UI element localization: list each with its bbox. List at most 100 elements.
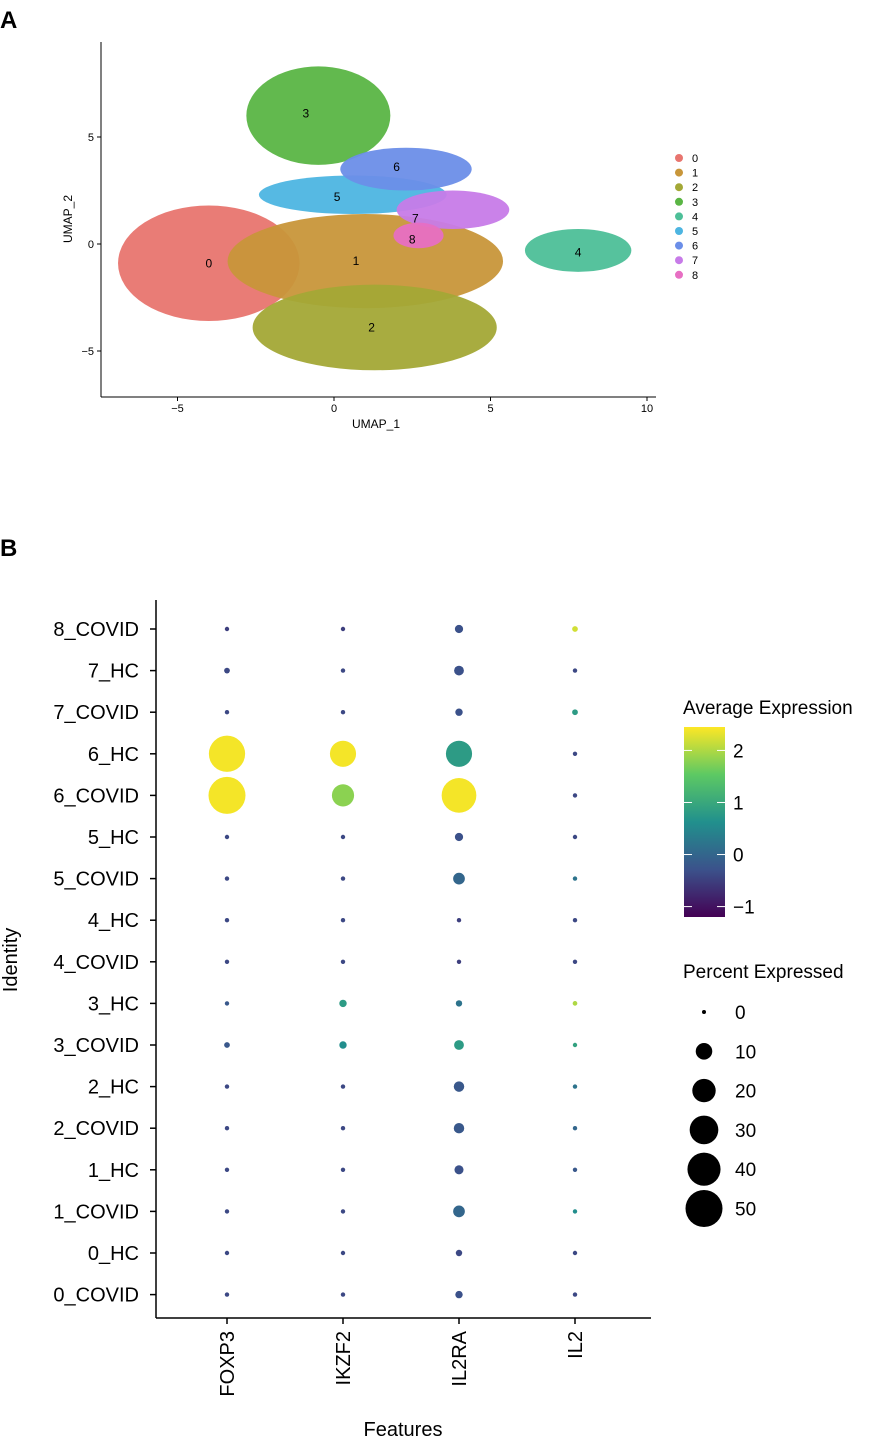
panel-b: B 8_COVID 7_HC 7_COVID 6_HC 6_COVID 5_HC 5_COV… <box>0 535 853 1438</box>
dot-5_HC-IKZF2 <box>340 834 346 840</box>
size-legend-dot-50 <box>685 1190 723 1227</box>
dot-7_HC-IL2 <box>572 668 578 673</box>
umap-x-tick-label: 5 <box>487 403 493 415</box>
identity-label-5_COVID: 5_COVID <box>53 869 139 891</box>
umap-clusters <box>118 66 632 371</box>
identity-label-0_HC: 0_HC <box>88 1243 139 1265</box>
dot-6_COVID-IL2RA <box>441 778 477 813</box>
size-legend-label-50: 50 <box>735 1200 756 1221</box>
color-legend-tick-label: 0 <box>733 846 744 867</box>
dot-7_COVID-IKZF2 <box>340 710 346 715</box>
dot-5_HC-FOXP3 <box>224 834 230 840</box>
dot-4_COVID-FOXP3 <box>224 959 230 964</box>
umap-legend: 0 1 2 3 4 5 6 7 8 <box>675 153 698 282</box>
identity-label-1_COVID: 1_COVID <box>53 1201 139 1223</box>
dot-6_COVID-FOXP3 <box>208 776 246 814</box>
dot-7_HC-FOXP3 <box>224 667 230 674</box>
size-legend-dot-40 <box>687 1152 721 1186</box>
dot-2_HC-IKZF2 <box>340 1084 346 1089</box>
umap-cluster-label-3: 3 <box>302 106 309 120</box>
dot-plot-points <box>208 624 578 1299</box>
color-legend-tick-label: −1 <box>733 898 755 919</box>
size-legend-dot-0 <box>702 1010 706 1014</box>
umap-cluster-label-0: 0 <box>205 256 212 270</box>
identity-label-6_COVID: 6_COVID <box>53 785 139 807</box>
umap-cluster-4 <box>524 229 632 272</box>
dot-6_COVID-IL2 <box>572 793 578 798</box>
umap-cluster-label-2: 2 <box>368 320 375 334</box>
dot-0_HC-IL2RA <box>455 1249 463 1257</box>
umap-x-tick-label: −5 <box>171 403 184 415</box>
identity-label-2_COVID: 2_COVID <box>53 1118 139 1140</box>
umap-legend-label-7: 7 <box>692 255 698 267</box>
dot-6_COVID-IKZF2 <box>331 784 355 807</box>
dot-4_COVID-IKZF2 <box>340 959 346 964</box>
umap-legend-swatch-7 <box>675 256 683 265</box>
dot-0_COVID-IL2RA <box>455 1290 463 1299</box>
size-legend: 0 10 20 30 40 50 <box>685 1003 756 1227</box>
umap-cluster-label-1: 1 <box>353 254 360 268</box>
dot-0_HC-FOXP3 <box>224 1250 230 1256</box>
dot-2_COVID-IKZF2 <box>340 1126 346 1131</box>
dot-1_HC-IKZF2 <box>340 1167 346 1173</box>
dot-1_COVID-IKZF2 <box>340 1209 346 1214</box>
umap-cluster-8 <box>393 222 444 249</box>
dot-0_HC-IL2 <box>572 1250 578 1256</box>
dot-5_COVID-IL2 <box>572 876 578 881</box>
umap-legend-swatch-5 <box>675 227 683 235</box>
dot-1_HC-IL2RA <box>454 1165 464 1175</box>
size-legend-label-10: 10 <box>735 1042 756 1063</box>
dot-x-ticks: FOXP3 IKZF2 IL2RA IL2 <box>217 1318 587 1397</box>
feature-label-IKZF2: IKZF2 <box>333 1331 355 1385</box>
dot-5_COVID-IL2RA <box>453 872 465 885</box>
umap-cluster-3 <box>246 66 391 165</box>
umap-legend-swatch-8 <box>675 270 683 279</box>
dot-0_COVID-IKZF2 <box>340 1292 346 1297</box>
umap-legend-label-6: 6 <box>692 241 698 253</box>
umap-y-tick-label: 5 <box>88 132 94 144</box>
dot-6_HC-IL2 <box>572 751 578 756</box>
umap-x-axis-title: UMAP_1 <box>352 417 400 431</box>
dot-6_HC-IKZF2 <box>329 740 357 767</box>
size-legend-dot-20 <box>692 1078 716 1103</box>
identity-label-4_HC: 4_HC <box>88 910 139 932</box>
umap-cluster-label-5: 5 <box>334 190 341 204</box>
umap-cluster-label-7: 7 <box>412 211 419 225</box>
dot-4_HC-IKZF2 <box>340 918 346 923</box>
umap-cluster-labels: 0 1 2 3 4 5 6 7 8 <box>205 106 581 334</box>
panel-a-label: A <box>0 7 17 34</box>
size-legend-label-0: 0 <box>735 1003 746 1024</box>
dot-2_HC-IL2RA <box>453 1081 465 1092</box>
umap-legend-label-4: 4 <box>692 211 698 223</box>
size-legend-label-40: 40 <box>735 1160 756 1181</box>
dot-2_COVID-IL2 <box>572 1126 578 1131</box>
size-legend-dot-30 <box>689 1115 719 1145</box>
umap-cluster-label-8: 8 <box>409 233 416 247</box>
dot-3_COVID-FOXP3 <box>224 1042 230 1048</box>
dot-3_HC-IL2 <box>572 1001 578 1006</box>
umap-legend-swatch-6 <box>675 241 683 250</box>
dot-y-axis-title: Identity <box>0 928 22 992</box>
panel-b-label: B <box>0 535 17 562</box>
identity-label-0_COVID: 0_COVID <box>53 1285 139 1307</box>
dot-5_HC-IL2 <box>572 834 578 840</box>
umap-y-tick-label: 0 <box>88 239 94 251</box>
umap-legend-label-3: 3 <box>692 197 698 209</box>
feature-label-IL2: IL2 <box>565 1331 587 1359</box>
dot-3_HC-FOXP3 <box>224 1001 230 1006</box>
dot-7_COVID-FOXP3 <box>224 710 230 715</box>
dot-4_HC-IL2RA <box>456 918 462 923</box>
umap-legend-swatch-2 <box>675 183 683 192</box>
dot-4_HC-IL2 <box>572 918 578 923</box>
identity-label-7_COVID: 7_COVID <box>53 702 139 724</box>
size-legend-label-20: 20 <box>735 1082 756 1103</box>
feature-label-IL2RA: IL2RA <box>449 1330 471 1386</box>
dot-3_COVID-IKZF2 <box>339 1041 347 1049</box>
identity-label-1_HC: 1_HC <box>88 1160 139 1182</box>
umap-y-axis-title: UMAP_2 <box>61 195 75 243</box>
identity-label-4_COVID: 4_COVID <box>53 952 139 974</box>
dot-7_HC-IL2RA <box>454 665 464 676</box>
color-legend-ticks: −1 0 1 2 <box>684 741 755 919</box>
umap-x-ticks: −5 0 5 10 <box>171 397 653 415</box>
